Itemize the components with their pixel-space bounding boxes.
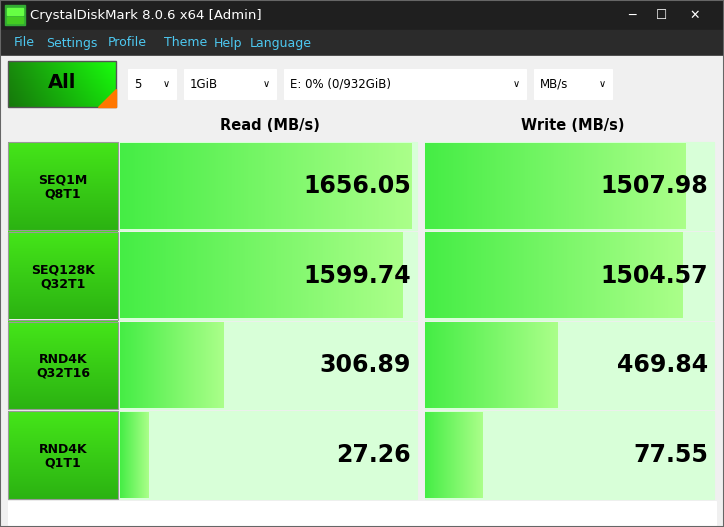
Bar: [0, 30, 724, 56]
Bar: [7, 17, 23, 23]
Bar: [425, 232, 714, 319]
Text: 5: 5: [134, 77, 141, 91]
Bar: [534, 69, 612, 99]
Text: 27.26: 27.26: [337, 443, 411, 467]
Text: Q32T1: Q32T1: [41, 277, 85, 290]
Text: Theme: Theme: [164, 36, 207, 50]
Text: MB/s: MB/s: [540, 77, 568, 91]
Text: File: File: [14, 36, 35, 50]
Bar: [5, 5, 25, 25]
Text: Write (MB/s): Write (MB/s): [521, 119, 624, 133]
Text: 469.84: 469.84: [617, 354, 708, 377]
Bar: [8, 501, 716, 525]
Text: ∨: ∨: [513, 79, 520, 89]
Text: ✕: ✕: [690, 8, 700, 22]
Bar: [184, 69, 276, 99]
Text: RND4K: RND4K: [38, 353, 88, 366]
Text: 1GiB: 1GiB: [190, 77, 218, 91]
Bar: [425, 321, 714, 409]
Bar: [8, 142, 118, 230]
Text: Language: Language: [250, 36, 312, 50]
Bar: [0, 0, 724, 30]
Text: Q8T1: Q8T1: [45, 188, 81, 200]
Text: RND4K: RND4K: [38, 443, 88, 456]
Bar: [425, 142, 714, 230]
Text: Help: Help: [214, 36, 243, 50]
Text: 1599.74: 1599.74: [303, 264, 411, 288]
Text: ∨: ∨: [599, 79, 605, 89]
Text: Settings: Settings: [46, 36, 97, 50]
Bar: [0, 56, 724, 527]
Bar: [8, 321, 118, 409]
Text: 1507.98: 1507.98: [600, 174, 708, 198]
Text: CrystalDiskMark 8.0.6 x64 [Admin]: CrystalDiskMark 8.0.6 x64 [Admin]: [30, 8, 261, 22]
Text: 1504.57: 1504.57: [600, 264, 708, 288]
Bar: [7, 8, 23, 15]
Text: Profile: Profile: [108, 36, 147, 50]
Text: ∨: ∨: [162, 79, 169, 89]
Text: SEQ128K: SEQ128K: [31, 263, 95, 276]
Bar: [120, 142, 417, 230]
Bar: [8, 232, 118, 319]
Text: 77.55: 77.55: [633, 443, 708, 467]
Text: 306.89: 306.89: [319, 354, 411, 377]
Bar: [120, 232, 417, 319]
Text: SEQ1M: SEQ1M: [38, 173, 88, 187]
Text: Read (MB/s): Read (MB/s): [219, 119, 319, 133]
Bar: [8, 411, 118, 499]
Text: ☐: ☐: [657, 8, 668, 22]
Text: All: All: [48, 73, 76, 92]
Polygon shape: [98, 89, 116, 107]
Bar: [120, 321, 417, 409]
Text: Q1T1: Q1T1: [45, 456, 81, 470]
Text: 1656.05: 1656.05: [303, 174, 411, 198]
Bar: [0, 112, 724, 140]
Text: E: 0% (0/932GiB): E: 0% (0/932GiB): [290, 77, 391, 91]
Bar: [128, 69, 176, 99]
Text: ∨: ∨: [262, 79, 269, 89]
Bar: [120, 411, 417, 499]
Text: Q32T16: Q32T16: [36, 367, 90, 380]
Text: ─: ─: [628, 8, 636, 22]
Bar: [8, 61, 116, 107]
Bar: [284, 69, 526, 99]
Bar: [425, 411, 714, 499]
